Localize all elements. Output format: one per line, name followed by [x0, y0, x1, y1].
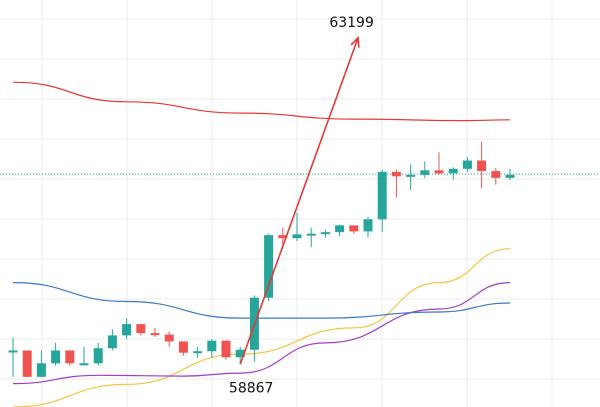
candle-body-up — [193, 351, 203, 354]
trend-arrow-line — [239, 37, 359, 365]
candle-body-up — [51, 350, 61, 364]
candle-body-up — [207, 340, 217, 352]
moving-average-line-yellow — [12, 248, 511, 407]
candle-body-up — [462, 160, 472, 169]
candle-body-up — [306, 233, 316, 236]
candle-body-up — [235, 349, 245, 358]
candle-body-up — [36, 363, 46, 377]
candle-body-up — [93, 348, 103, 364]
candle-body-up — [320, 232, 330, 235]
candle-body-down — [22, 350, 32, 377]
candle-body-up — [107, 335, 117, 349]
trend-arrow-head — [350, 35, 360, 48]
candle-body-down — [65, 350, 75, 364]
moving-average-line-red — [12, 81, 511, 122]
candle-body-up — [79, 363, 89, 366]
price-annotation-58867: 58867 — [229, 380, 274, 396]
moving-average-line-blue — [12, 282, 511, 319]
candle-body-up — [406, 174, 416, 177]
candle-body-up — [264, 235, 274, 298]
candle-body-down — [477, 160, 487, 172]
candle-body-up — [122, 324, 132, 336]
moving-average-line-purple — [12, 282, 511, 385]
candle-body-up — [420, 170, 430, 175]
candle-body-down — [178, 341, 188, 353]
candle-body-down — [278, 235, 288, 239]
candle-body-up — [8, 350, 18, 353]
candle-body-down — [391, 171, 401, 177]
candle-body-up — [335, 225, 345, 233]
candle-body-down — [136, 324, 146, 334]
candle-body-up — [377, 171, 387, 220]
candle-body-up — [448, 168, 458, 174]
candle-body-up — [363, 219, 373, 232]
price-annotation-63199: 63199 — [329, 15, 374, 31]
candle-body-down — [221, 340, 231, 358]
candle-body-down — [150, 333, 160, 336]
overlays: 63199 58867 — [229, 15, 374, 397]
candle-body-down — [164, 334, 174, 342]
candle-body-down — [434, 170, 444, 174]
candle-body-down — [491, 171, 501, 178]
candle-body-down — [349, 225, 359, 232]
moving-averages — [12, 81, 511, 407]
candle-body-up — [505, 174, 515, 178]
candle-body-up — [292, 234, 302, 239]
